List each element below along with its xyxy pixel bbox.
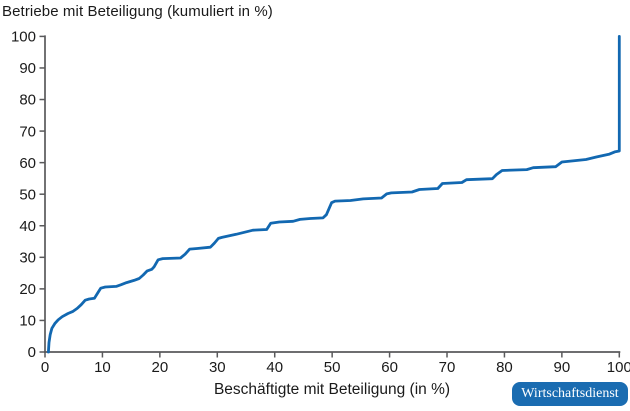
y-tick-label: 50 [19,186,36,203]
y-tick-label: 90 [19,60,36,77]
chart-title: Betriebe mit Beteiligung (kumuliert in %… [2,3,273,20]
y-tick-label: 20 [19,281,36,298]
source-badge-label: Wirtschaftsdienst [521,386,619,401]
y-tick-label: 10 [19,313,36,330]
y-tick-label: 70 [19,123,36,140]
source-badge: Wirtschaftsdienst [512,382,628,406]
x-tick-label: 100 [607,359,630,376]
x-axis-title: Beschäftigte mit Beteiligung (in %) [213,381,451,398]
y-tick-label: 30 [19,250,36,267]
x-tick-label: 30 [209,359,226,376]
x-tick-label: 90 [554,359,571,376]
y-tick-label: 60 [19,155,36,172]
x-tick-label: 40 [266,359,283,376]
y-tick-label: 100 [11,29,36,46]
x-tick-label: 70 [439,359,456,376]
series-line [47,35,621,354]
x-tick-label: 0 [41,359,49,376]
x-tick-label: 20 [152,359,169,376]
y-tick-label: 40 [19,218,36,235]
y-tick-label: 80 [19,92,36,109]
x-tick-label: 10 [94,359,111,376]
x-tick-label: 80 [496,359,513,376]
x-tick-label: 60 [381,359,398,376]
x-tick-label: 50 [324,359,341,376]
y-tick-label: 0 [28,344,36,361]
